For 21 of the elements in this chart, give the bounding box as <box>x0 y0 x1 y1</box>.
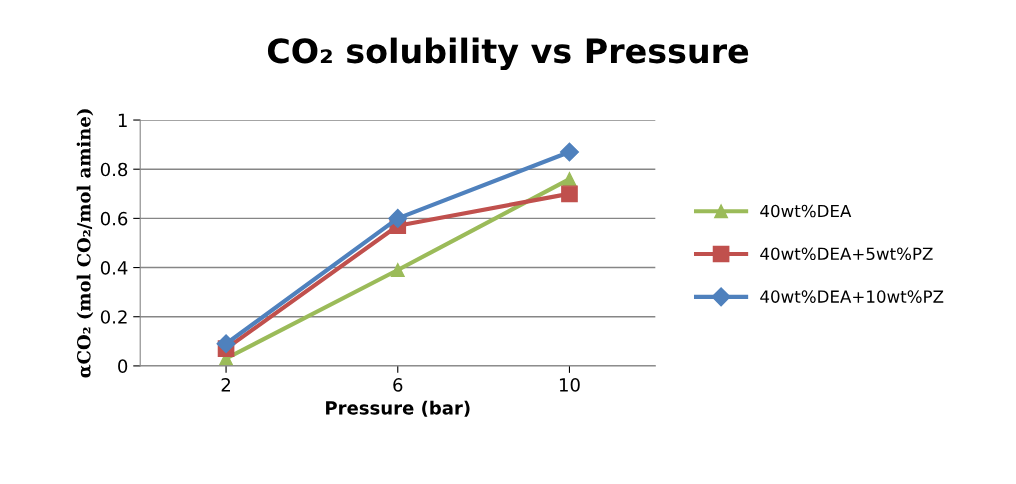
x-axis-title: Pressure (bar) <box>326 400 470 417</box>
y-tick-label: 0.8 <box>100 162 128 177</box>
point <box>388 208 408 228</box>
point <box>561 185 578 203</box>
y-tick-label: 0 <box>118 359 128 374</box>
x-tick-label: 10 <box>559 378 580 392</box>
legend-label: 40wt%DEA <box>760 204 852 218</box>
point <box>390 263 405 277</box>
y-axis-title: αCO₂ (mol CO₂/mol amine) <box>76 109 94 378</box>
y-tick-label: 0.6 <box>100 211 128 226</box>
legend-label: 40wt%DEA+10wt%PZ <box>760 290 944 303</box>
chart-title: CO₂ solubility vs Pressure <box>267 37 749 71</box>
x-tick-label: 2 <box>221 378 230 392</box>
y-tick-label: 0.2 <box>100 310 127 324</box>
x-tick-label: 6 <box>393 378 403 392</box>
y-tick-label: 1 <box>118 113 127 127</box>
point <box>559 142 580 162</box>
y-tick-label: 0.4 <box>100 261 128 275</box>
point <box>216 334 236 354</box>
point <box>562 172 577 186</box>
legend-label: 40wt%DEA+5wt%PZ <box>760 247 933 261</box>
